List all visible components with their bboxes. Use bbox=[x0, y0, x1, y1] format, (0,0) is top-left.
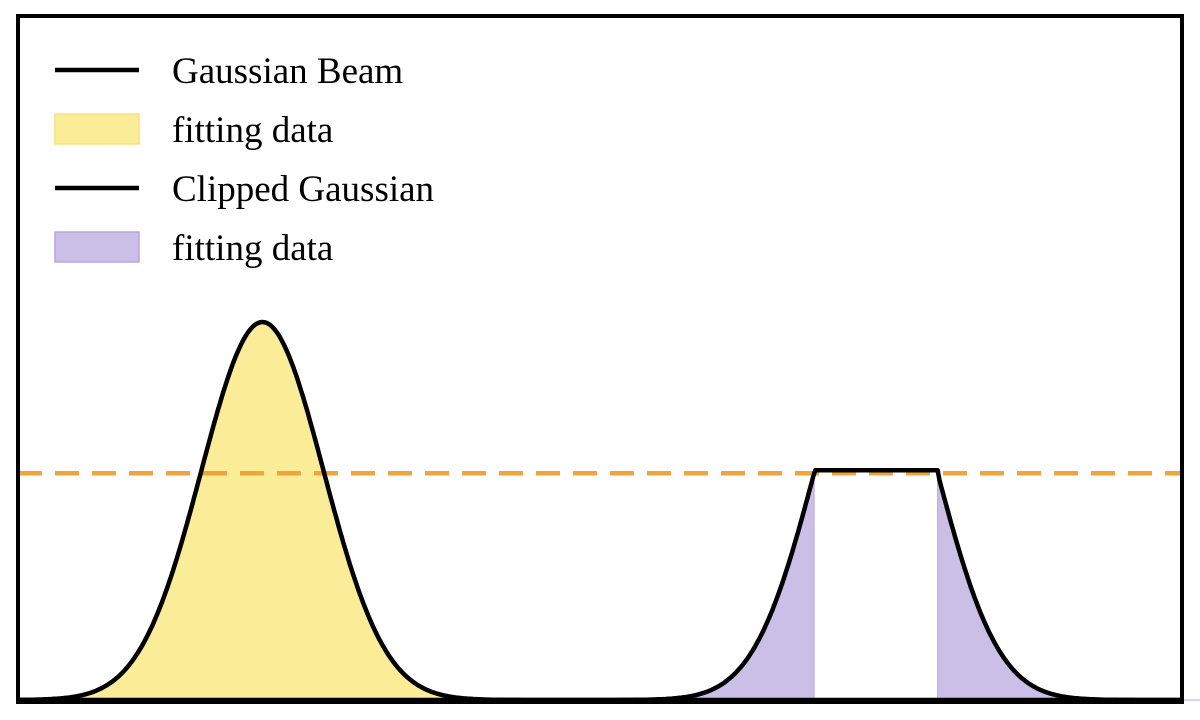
legend-swatch-fitting-data-yellow bbox=[54, 113, 140, 145]
gaussian-beam-fill bbox=[18, 322, 1182, 700]
clipped-gaussian-left-fill bbox=[515, 473, 815, 701]
legend-label-gaussian-beam: Gaussian Beam bbox=[172, 51, 403, 92]
legend-label-clipped-gaussian: Clipped Gaussian bbox=[172, 169, 434, 210]
plot-frame bbox=[16, 14, 1184, 704]
legend-label-fitting-data-yellow: fitting data bbox=[172, 110, 333, 151]
clipped-gaussian-right-fill bbox=[937, 473, 1200, 701]
legend: Gaussian Beam fitting data Clipped Gauss… bbox=[54, 51, 434, 269]
legend-swatch-fitting-data-purple bbox=[54, 231, 140, 263]
legend-label-fitting-data-purple: fitting data bbox=[172, 228, 333, 269]
plot-area bbox=[17, 319, 1200, 703]
